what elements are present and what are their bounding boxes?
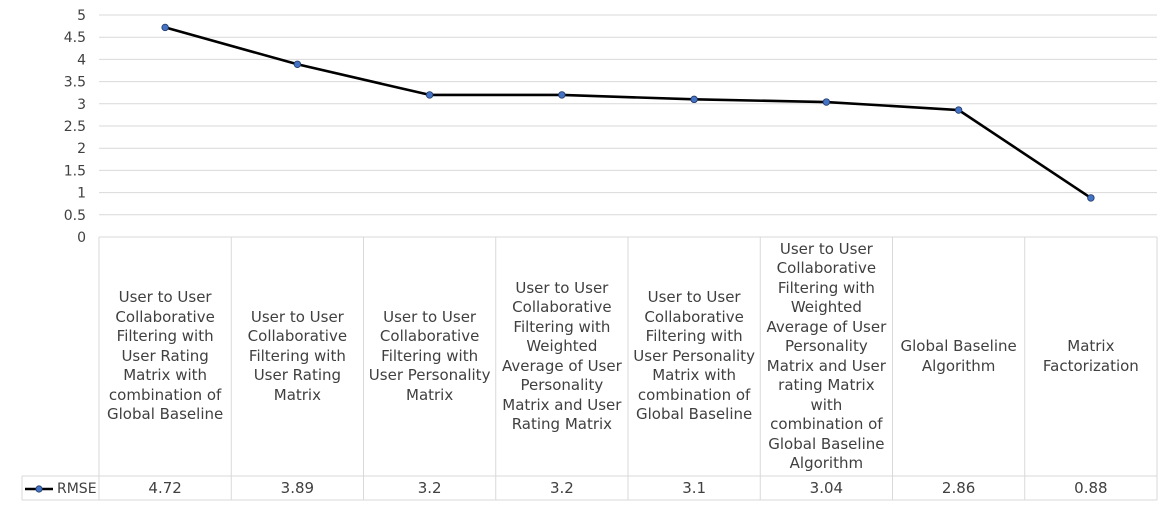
category-label: User to User Collaborative Filtering wit… (501, 278, 622, 434)
category-label: User to User Collaborative Filtering wit… (766, 239, 887, 473)
data-table-value: 3.2 (417, 479, 442, 497)
data-point (161, 23, 169, 32)
y-tick-label: 5 (77, 8, 86, 24)
data-point (690, 95, 698, 104)
y-tick-label: 3.5 (64, 75, 86, 91)
y-tick-label: 0 (77, 230, 86, 246)
data-point (1087, 194, 1095, 202)
y-tick-label: 1.5 (64, 163, 86, 179)
y-tick-label: 4.5 (64, 30, 86, 46)
data-table-value: 3.1 (682, 479, 707, 497)
data-point (954, 106, 963, 114)
data-point (425, 91, 434, 99)
data-table-value: 3.89 (280, 479, 315, 497)
data-point (293, 60, 302, 68)
y-tick-label: 2.5 (64, 119, 86, 135)
y-tick-label: 2 (77, 141, 86, 157)
y-tick-label: 4 (77, 52, 86, 68)
category-label: Matrix Factorization (1042, 337, 1139, 375)
data-point (558, 91, 566, 99)
data-table-value: 0.88 (1074, 479, 1108, 497)
y-tick-label: 0.5 (64, 208, 86, 224)
y-tick-label: 3 (77, 97, 86, 113)
category-label: Global Baseline Algorithm (900, 337, 1017, 375)
legend-series-label: RMSE (57, 481, 97, 497)
category-label: User to User Collaborative Filtering wit… (107, 288, 224, 424)
legend: RMSE (24, 478, 97, 500)
y-tick-label: 1 (77, 186, 86, 202)
data-table-value: 3.2 (549, 479, 574, 497)
data-table-value: 2.86 (941, 479, 976, 497)
category-label: User to User Collaborative Filtering wit… (368, 307, 491, 404)
data-table-value: 4.72 (148, 479, 182, 497)
data-table-value: 3.04 (809, 479, 844, 497)
series-line-rmse (164, 26, 1092, 200)
legend-marker-icon (25, 485, 53, 493)
category-label: User to User Collaborative Filtering wit… (633, 288, 755, 424)
category-label: User to User Collaborative Filtering wit… (247, 307, 348, 404)
data-point (822, 98, 831, 106)
